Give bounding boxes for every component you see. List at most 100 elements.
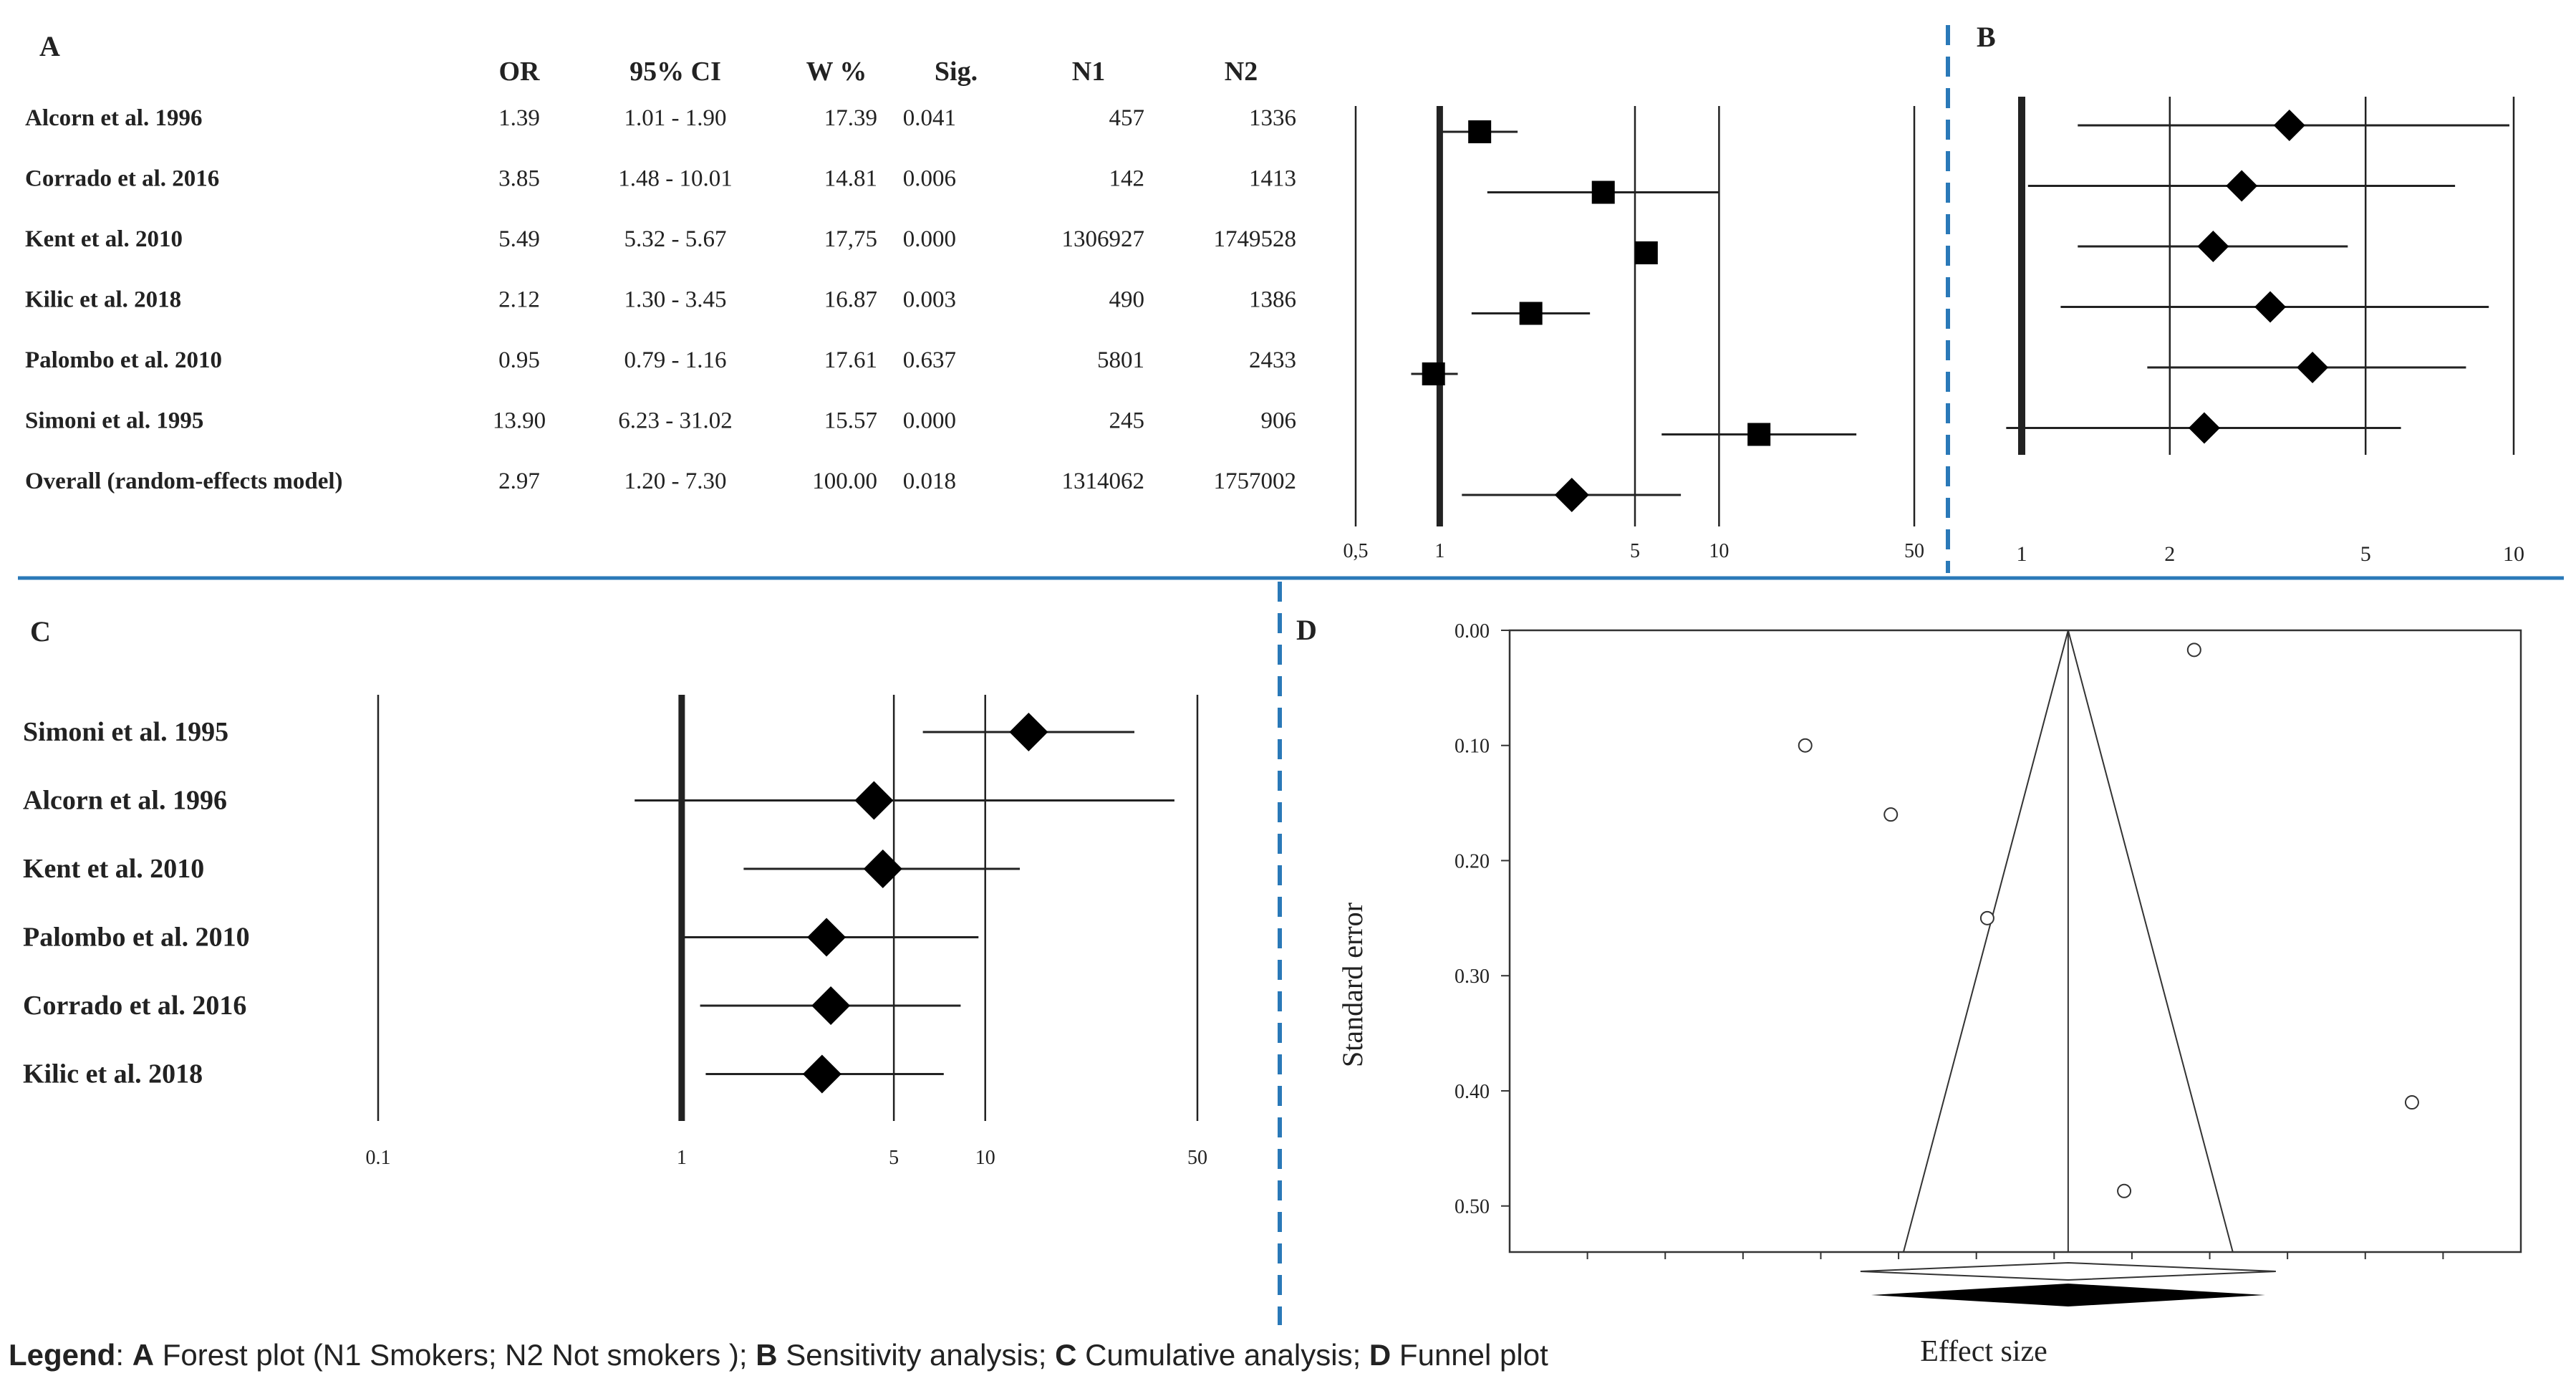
table-cell: 2.97 <box>498 468 540 494</box>
point-estimate <box>807 918 846 957</box>
tick-label: 10 <box>975 1147 995 1169</box>
point-estimate <box>2254 291 2287 323</box>
forest-plot: 0,5 1 5 10 50 <box>1344 106 1924 562</box>
y-axis-label: Standard error <box>1336 903 1369 1067</box>
x-axis-label: Effect size <box>1920 1335 2047 1368</box>
overall-diamond <box>1554 478 1589 512</box>
point-estimate <box>1422 362 1445 385</box>
sensitivity-plot: 1 2 5 10 <box>2006 97 2524 566</box>
tick-label: 10 <box>2503 542 2524 566</box>
study-name: Palombo et al. 2010 <box>25 347 222 373</box>
point-estimate <box>863 849 902 888</box>
study-name: Kent et al. 2010 <box>23 854 204 884</box>
table-cell: 2433 <box>1249 347 1296 373</box>
tick-label: 10 <box>1709 540 1729 562</box>
study-point <box>2186 642 2201 658</box>
study-name: Palombo et al. 2010 <box>23 923 250 953</box>
table-cell: 6.23 - 31.02 <box>618 408 733 434</box>
funnel-left <box>1902 630 2069 1253</box>
plot-frame <box>1508 629 2522 1253</box>
study-point <box>2404 1095 2419 1110</box>
legend-d-key: D <box>1369 1338 1391 1372</box>
y-tick-label: 0.10 <box>1455 736 1490 758</box>
table-cell: 2.12 <box>498 287 540 313</box>
table-cell: 1.30 - 3.45 <box>624 287 727 313</box>
tick-label: 1 <box>2017 542 2027 566</box>
table-cell: 14.81 <box>824 166 877 192</box>
point-estimate <box>1634 241 1658 264</box>
table-cell: 0.003 <box>903 287 956 313</box>
tick-label: 5 <box>2360 542 2371 566</box>
table-cell: 0.000 <box>903 408 956 434</box>
forest-table: OR 95% CI W % Sig. N1 N2 Alcorn et al. 1996 1.3… <box>25 57 1296 494</box>
y-tick-label: 0.50 <box>1455 1196 1490 1218</box>
point-estimate <box>2188 412 2220 444</box>
table-cell: 245 <box>1109 408 1145 434</box>
panel-label-d: D <box>1296 614 1317 646</box>
table-header: OR <box>499 57 541 87</box>
table-cell: 1314062 <box>1062 468 1145 494</box>
table-cell: 5.32 - 5.67 <box>624 226 727 252</box>
table-cell: 1749528 <box>1214 226 1297 252</box>
table-header: 95% CI <box>629 57 721 87</box>
study-name: Corrado et al. 2016 <box>25 166 219 192</box>
study-name: Kent et al. 2010 <box>25 226 183 252</box>
study-name: Simoni et al. 1995 <box>23 717 228 747</box>
legend-c-key: C <box>1055 1338 1077 1372</box>
table-cell: 15.57 <box>824 408 877 434</box>
cumulative-plot: 0.1 1 5 10 50 Simoni et al. 1995 Alcorn et al.… <box>23 695 1207 1169</box>
y-tick-label: 0.00 <box>1455 620 1490 642</box>
legend-prefix: Legend <box>9 1338 116 1372</box>
study-name: Alcorn et al. 1996 <box>23 786 227 816</box>
panel-label-c: C <box>30 615 51 648</box>
point-estimate <box>2297 352 2329 383</box>
point-estimate <box>1519 302 1543 325</box>
tick-label: 0.1 <box>366 1147 391 1169</box>
point-estimate <box>2273 110 2305 141</box>
table-cell: 490 <box>1109 287 1145 313</box>
table-cell: 0.79 - 1.16 <box>624 347 727 373</box>
table-header: N1 <box>1072 57 1105 87</box>
study-point <box>2117 1183 2132 1198</box>
y-tick-label: 0.40 <box>1455 1081 1490 1103</box>
point-estimate <box>811 986 851 1025</box>
tick-label: 1 <box>677 1147 687 1169</box>
table-cell: 13.90 <box>493 408 546 434</box>
table-cell: 1.01 - 1.90 <box>624 105 727 131</box>
table-cell: 0.95 <box>498 347 540 373</box>
legend-b-text: Sensitivity analysis; <box>777 1338 1047 1372</box>
effect-diamond-random <box>1871 1284 2265 1306</box>
tick-label: 50 <box>1904 540 1924 562</box>
table-cell: 5801 <box>1097 347 1144 373</box>
table-cell: 3.85 <box>498 166 540 192</box>
study-name: Kilic et al. 2018 <box>23 1059 203 1089</box>
y-tick-label: 0.30 <box>1455 966 1490 988</box>
point-estimate <box>1468 120 1492 143</box>
table-cell: 0.000 <box>903 226 956 252</box>
table-cell: 1336 <box>1249 105 1296 131</box>
point-estimate <box>1591 181 1615 204</box>
legend-c-text: Cumulative analysis; <box>1076 1338 1361 1372</box>
table-cell: 17.39 <box>824 105 877 131</box>
table-header: W % <box>806 57 867 87</box>
table-cell: 17,75 <box>824 226 877 252</box>
table-cell: 1386 <box>1249 287 1296 313</box>
table-cell: 1.20 - 7.30 <box>624 468 727 494</box>
table-header: Sig. <box>935 57 978 87</box>
table-cell: 0.006 <box>903 166 956 192</box>
tick-label: 5 <box>1630 540 1640 562</box>
legend-a-key: A <box>132 1338 155 1372</box>
table-cell: 100.00 <box>812 468 877 494</box>
table-cell: 0.637 <box>903 347 956 373</box>
table-cell: 906 <box>1261 408 1297 434</box>
point-estimate <box>1009 713 1048 751</box>
table-cell: 17.61 <box>824 347 877 373</box>
study-name: Corrado et al. 2016 <box>23 991 246 1021</box>
funnel-right <box>2067 630 2234 1253</box>
table-header: N2 <box>1225 57 1258 87</box>
point-estimate <box>2197 231 2229 262</box>
point-estimate <box>2226 170 2258 202</box>
legend-a-text: Forest plot (N1 Smokers; N2 Not smokers … <box>154 1338 748 1372</box>
study-name: Alcorn et al. 1996 <box>25 105 202 131</box>
